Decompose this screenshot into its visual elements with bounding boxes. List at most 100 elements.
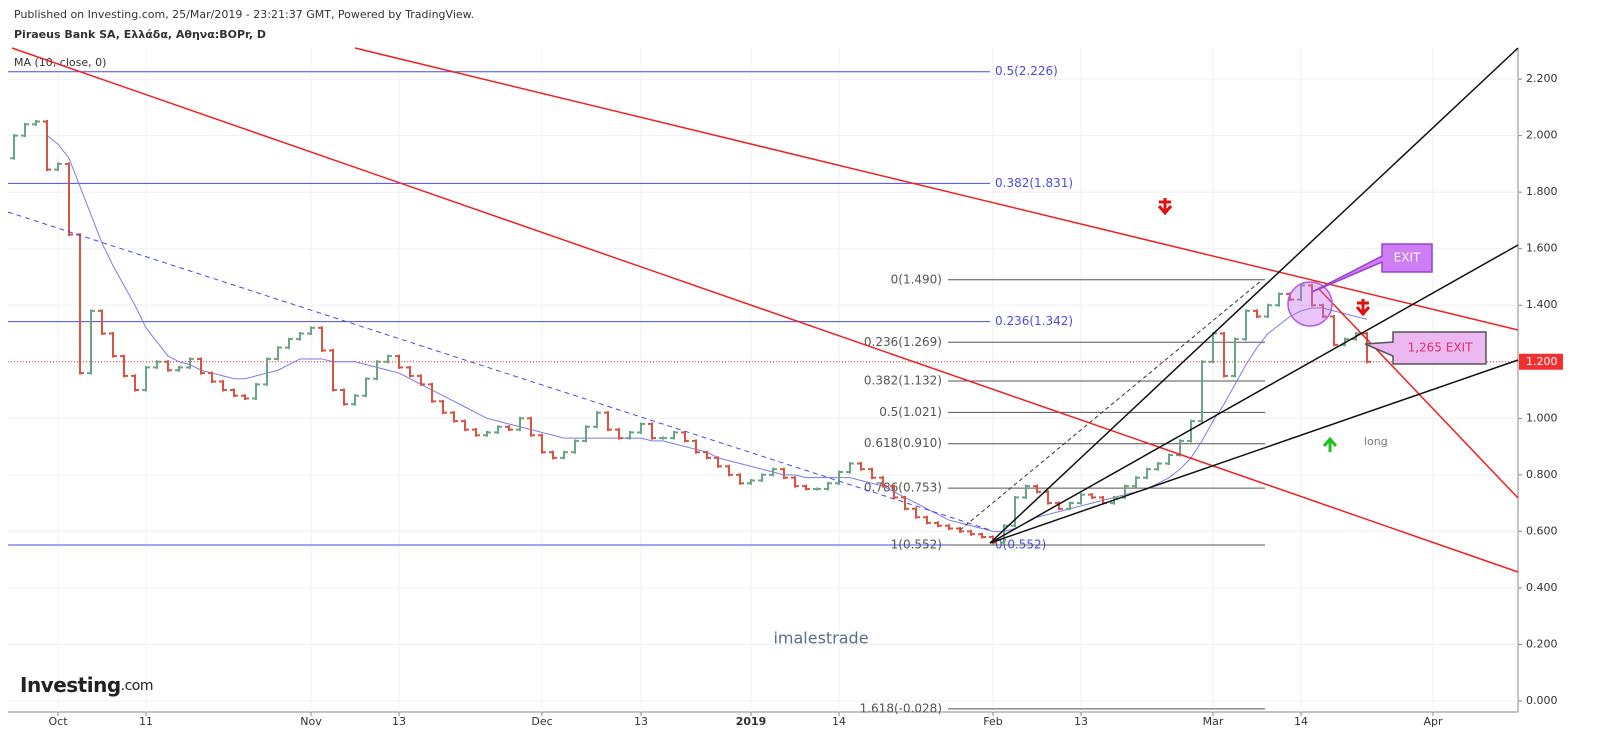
x-tick-label: Apr xyxy=(1423,715,1443,728)
ohlc-bar xyxy=(582,425,590,443)
ohlc-bar xyxy=(923,515,931,525)
y-tick-label: 1.800 xyxy=(1526,185,1558,198)
fib-label: 1(0.552) xyxy=(891,537,942,551)
fib-label: 1.618(-0.028) xyxy=(860,701,942,715)
ohlc-bar xyxy=(1055,501,1063,511)
y-tick-label: 1.400 xyxy=(1526,298,1558,311)
ohlc-bar xyxy=(362,377,370,398)
ohlc-bar xyxy=(1000,524,1008,545)
ohlc-bar xyxy=(1198,360,1206,423)
ohlc-bar xyxy=(978,532,986,539)
ohlc-bar xyxy=(747,478,755,485)
ohlc-bar xyxy=(21,122,29,138)
fib-label: 0.618(0.910) xyxy=(864,436,942,450)
down-arrow xyxy=(1157,198,1173,216)
y-tick-label: 0.400 xyxy=(1526,581,1558,594)
trend-line xyxy=(989,359,1519,544)
annotation: EXIT xyxy=(1394,251,1421,265)
ohlc-bar xyxy=(736,473,744,485)
ohlc-bar xyxy=(670,430,678,440)
ohlc-bar xyxy=(142,365,150,392)
ohlc-bar xyxy=(395,354,403,369)
ohlc-bar xyxy=(10,134,18,160)
y-tick-label: 2.200 xyxy=(1526,72,1558,85)
ohlc-bar xyxy=(164,360,172,372)
ohlc-bar xyxy=(1143,467,1151,480)
ohlc-bar xyxy=(813,487,821,491)
ohlc-bar xyxy=(593,411,601,429)
down-arrow xyxy=(1355,299,1371,317)
ohlc-bar xyxy=(1308,283,1316,307)
ohlc-bar xyxy=(450,411,458,423)
ohlc-bar xyxy=(461,419,469,432)
up-arrow xyxy=(1322,436,1338,452)
fib-label: 0.236(1.342) xyxy=(995,314,1073,328)
trend-line xyxy=(11,47,1519,573)
ohlc-bar xyxy=(1088,493,1096,499)
ohlc-bar xyxy=(329,348,337,392)
fib-label: 0.5(1.021) xyxy=(879,405,942,419)
annotation: long xyxy=(1364,435,1388,448)
ohlc-bar xyxy=(428,382,436,403)
ohlc-bar xyxy=(780,467,788,480)
x-tick-label: 13 xyxy=(392,715,406,728)
fib-label: 0.382(1.132) xyxy=(864,373,942,387)
x-tick-label: Oct xyxy=(48,715,68,728)
ohlc-bar xyxy=(835,470,843,485)
ohlc-bar xyxy=(472,428,480,437)
ohlc-bar xyxy=(252,382,260,401)
ohlc-bar xyxy=(626,430,634,440)
ohlc-bar xyxy=(439,399,447,415)
ohlc-bar xyxy=(43,119,51,172)
ohlc-bar xyxy=(241,394,249,401)
x-tick-label: Nov xyxy=(300,715,322,728)
ohlc-bar xyxy=(296,332,304,341)
ohlc-bar xyxy=(681,430,689,443)
ohlc-bar xyxy=(1066,501,1074,511)
y-tick-label: 2.000 xyxy=(1526,129,1558,142)
ohlc-bar xyxy=(637,422,645,434)
ohlc-bar xyxy=(1187,419,1195,443)
ohlc-bar xyxy=(65,162,73,237)
ohlc-bar xyxy=(703,450,711,460)
ohlc-bar xyxy=(373,360,381,381)
ohlc-bar xyxy=(560,450,568,460)
ohlc-bar xyxy=(263,357,271,386)
ohlc-bar xyxy=(98,309,106,336)
ohlc-bar xyxy=(1242,309,1250,341)
plot: 0.000 0.200 0.400 0.600 0.800 1.000 1.200 1.400… xyxy=(8,48,1563,728)
ohlc-bar xyxy=(516,416,524,432)
ohlc-bar xyxy=(879,476,887,488)
x-tick-label: Feb xyxy=(983,715,1002,728)
ohlc-bar xyxy=(109,332,117,358)
exit-callout xyxy=(1311,243,1433,293)
ohlc-bar xyxy=(1011,495,1019,528)
fib-label: 0.5(2.226) xyxy=(995,64,1058,78)
x-tick-label: 2019 xyxy=(736,715,767,728)
ohlc-bar xyxy=(890,484,898,499)
ohlc-bar xyxy=(1330,315,1338,347)
ohlc-bar xyxy=(725,464,733,477)
ohlc-bar xyxy=(571,439,579,454)
logo-text: .com xyxy=(121,678,153,694)
header: Published on Investing.com, 25/Mar/2019 … xyxy=(14,8,474,21)
ohlc-bar xyxy=(648,422,656,440)
ohlc-bar xyxy=(175,365,183,372)
ohlc-bar xyxy=(538,433,546,454)
ohlc-bar xyxy=(1231,337,1239,378)
ohlc-bar xyxy=(32,119,40,126)
ohlc-bar xyxy=(153,360,161,369)
indicator-label: MA (10, close, 0) xyxy=(14,56,106,69)
ohlc-bar xyxy=(505,425,513,432)
ohlc-bar xyxy=(802,484,810,491)
last-price-box xyxy=(1519,353,1563,370)
y-tick-label: 0.000 xyxy=(1526,694,1558,707)
ohlc-bar xyxy=(1154,462,1162,471)
exit-price-callout xyxy=(1364,331,1487,365)
ohlc-bar xyxy=(769,467,777,477)
ohlc-bar xyxy=(120,354,128,378)
ohlc-bar xyxy=(417,374,425,386)
last-price-label: 1.200 xyxy=(1526,355,1558,368)
x-tick-label: 14 xyxy=(1294,715,1308,728)
